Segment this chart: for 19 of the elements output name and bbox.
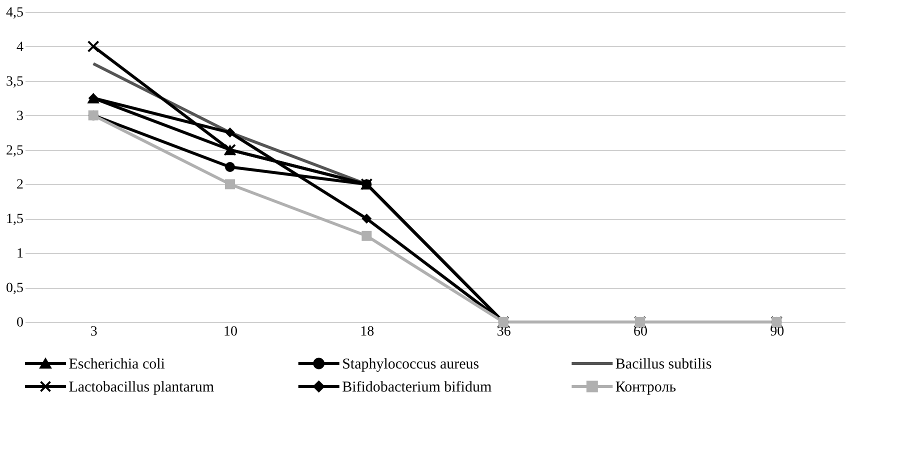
- legend-label: Staphylococcus aureus: [342, 356, 480, 372]
- y-tick-label: 4,5: [6, 6, 24, 20]
- y-tick-label: 4: [16, 40, 24, 55]
- y-tick-label: 0: [16, 316, 24, 330]
- x-tick-label: 18: [360, 324, 374, 340]
- y-tick-label: 1,5: [6, 212, 24, 228]
- legend-label: Контроль: [615, 380, 676, 396]
- legend-label: Escherichia coli: [68, 356, 165, 372]
- legend-label: Bacillus subtilis: [615, 356, 712, 372]
- x-tick-label: 10: [224, 324, 238, 340]
- y-tick-label: 2: [16, 178, 24, 193]
- y-tick-label: 2,5: [6, 143, 24, 158]
- legend-label: Lactobacillus plantarum: [68, 380, 214, 396]
- y-tick-label: 3: [16, 108, 24, 124]
- legend-label: Bifidobacterium bifidum: [342, 380, 492, 396]
- y-tick-label: 0,5: [6, 281, 24, 296]
- x-tick-label: 3: [90, 324, 98, 340]
- y-tick-label: 1: [16, 246, 24, 262]
- y-tick-label: 3,5: [6, 74, 24, 90]
